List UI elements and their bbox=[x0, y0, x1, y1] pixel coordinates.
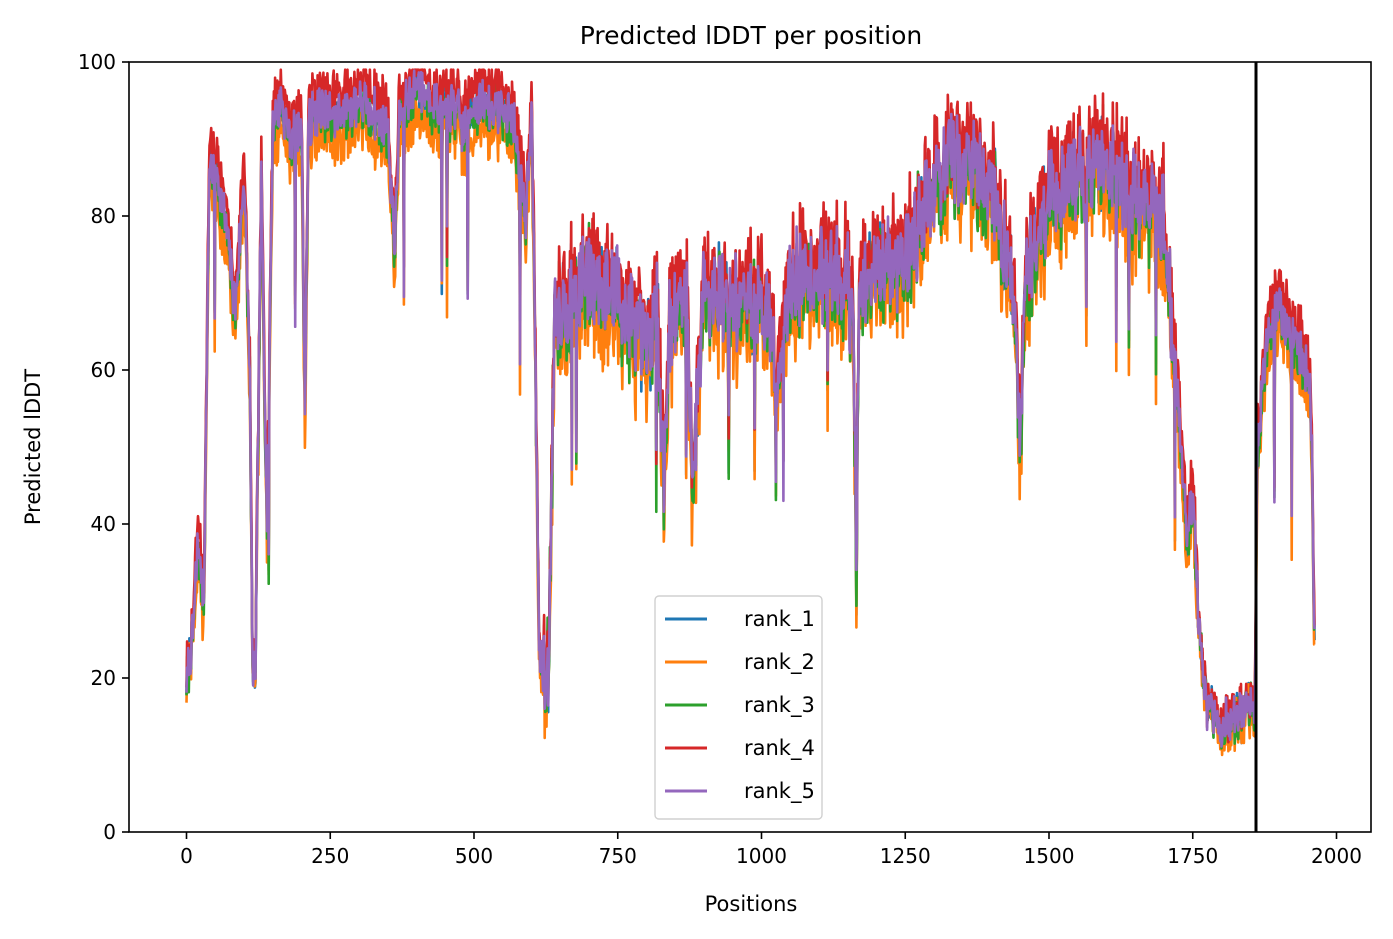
chart-title: Predicted lDDT per position bbox=[580, 21, 922, 50]
x-tick-label: 0 bbox=[180, 844, 193, 868]
y-tick-label: 40 bbox=[91, 512, 116, 536]
x-tick-label: 1000 bbox=[736, 844, 787, 868]
x-axis-label: Positions bbox=[705, 892, 798, 916]
series-layer bbox=[185, 68, 1316, 757]
series-line-rank_5 bbox=[185, 69, 1316, 748]
x-tick-label: 750 bbox=[599, 844, 637, 868]
series-line-rank_4 bbox=[185, 68, 1316, 744]
x-tick-label: 2000 bbox=[1311, 844, 1362, 868]
y-tick-label: 0 bbox=[103, 820, 116, 844]
y-tick-label: 20 bbox=[91, 666, 116, 690]
x-tick-label: 1250 bbox=[880, 844, 931, 868]
legend: rank_1 rank_2 rank_3 rank_4 rank_5 bbox=[654, 595, 823, 820]
y-tick-label: 80 bbox=[91, 204, 116, 228]
x-tick-label: 500 bbox=[455, 844, 493, 868]
legend-label-rank_3: rank_3 bbox=[744, 693, 815, 718]
legend-label-rank_5: rank_5 bbox=[744, 779, 815, 804]
y-tick-label: 100 bbox=[78, 50, 116, 74]
x-tick-label: 1750 bbox=[1167, 844, 1218, 868]
legend-label-rank_2: rank_2 bbox=[744, 650, 815, 675]
y-tick-label: 60 bbox=[91, 358, 116, 382]
y-axis-ticks: 0 20 40 60 80 100 bbox=[78, 50, 129, 844]
x-tick-label: 1500 bbox=[1024, 844, 1075, 868]
x-tick-label: 250 bbox=[311, 844, 349, 868]
legend-label-rank_4: rank_4 bbox=[744, 736, 815, 761]
legend-box bbox=[654, 595, 823, 820]
y-axis-label: Predicted lDDT bbox=[21, 369, 45, 525]
legend-label-rank_1: rank_1 bbox=[744, 607, 815, 632]
x-axis-ticks: 0 250 500 750 1000 1250 1500 1750 2000 bbox=[180, 832, 1362, 868]
plot-frame bbox=[128, 61, 1372, 833]
